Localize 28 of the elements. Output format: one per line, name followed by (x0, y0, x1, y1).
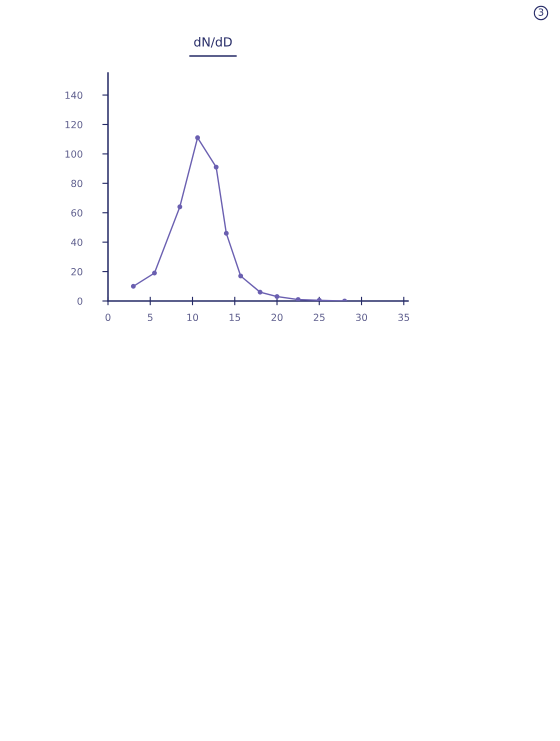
y-tick-label: 0 (77, 297, 82, 305)
x-tick-label: 20 (272, 314, 283, 322)
y-tick-label: 100 (66, 150, 82, 158)
y-tick-label: 140 (66, 92, 82, 99)
point (214, 164, 219, 170)
point (195, 135, 200, 140)
x-tick-label: 35 (398, 314, 410, 322)
chart-title: dN/dD (194, 36, 232, 48)
x-tick-label: 5 (148, 314, 152, 322)
x-tick-label: 10 (187, 314, 198, 322)
x-tick-label: 25 (314, 314, 325, 322)
y-tick-label: 40 (71, 238, 82, 246)
text: 3 (538, 8, 544, 16)
point (130, 284, 136, 289)
point (296, 297, 301, 301)
y-tick-label: 20 (71, 268, 82, 276)
point (258, 290, 263, 295)
x-tick-label: 0 (106, 314, 110, 322)
y-tick-label: 80 (71, 180, 82, 188)
point (224, 230, 229, 236)
y-tick-label: 60 (71, 209, 82, 217)
y-tick-label: 120 (66, 120, 82, 128)
point (152, 270, 157, 276)
point (177, 204, 182, 210)
point (238, 274, 244, 278)
x-tick-label: 30 (356, 314, 368, 322)
x-tick-label: 15 (230, 314, 240, 322)
point (274, 294, 280, 300)
